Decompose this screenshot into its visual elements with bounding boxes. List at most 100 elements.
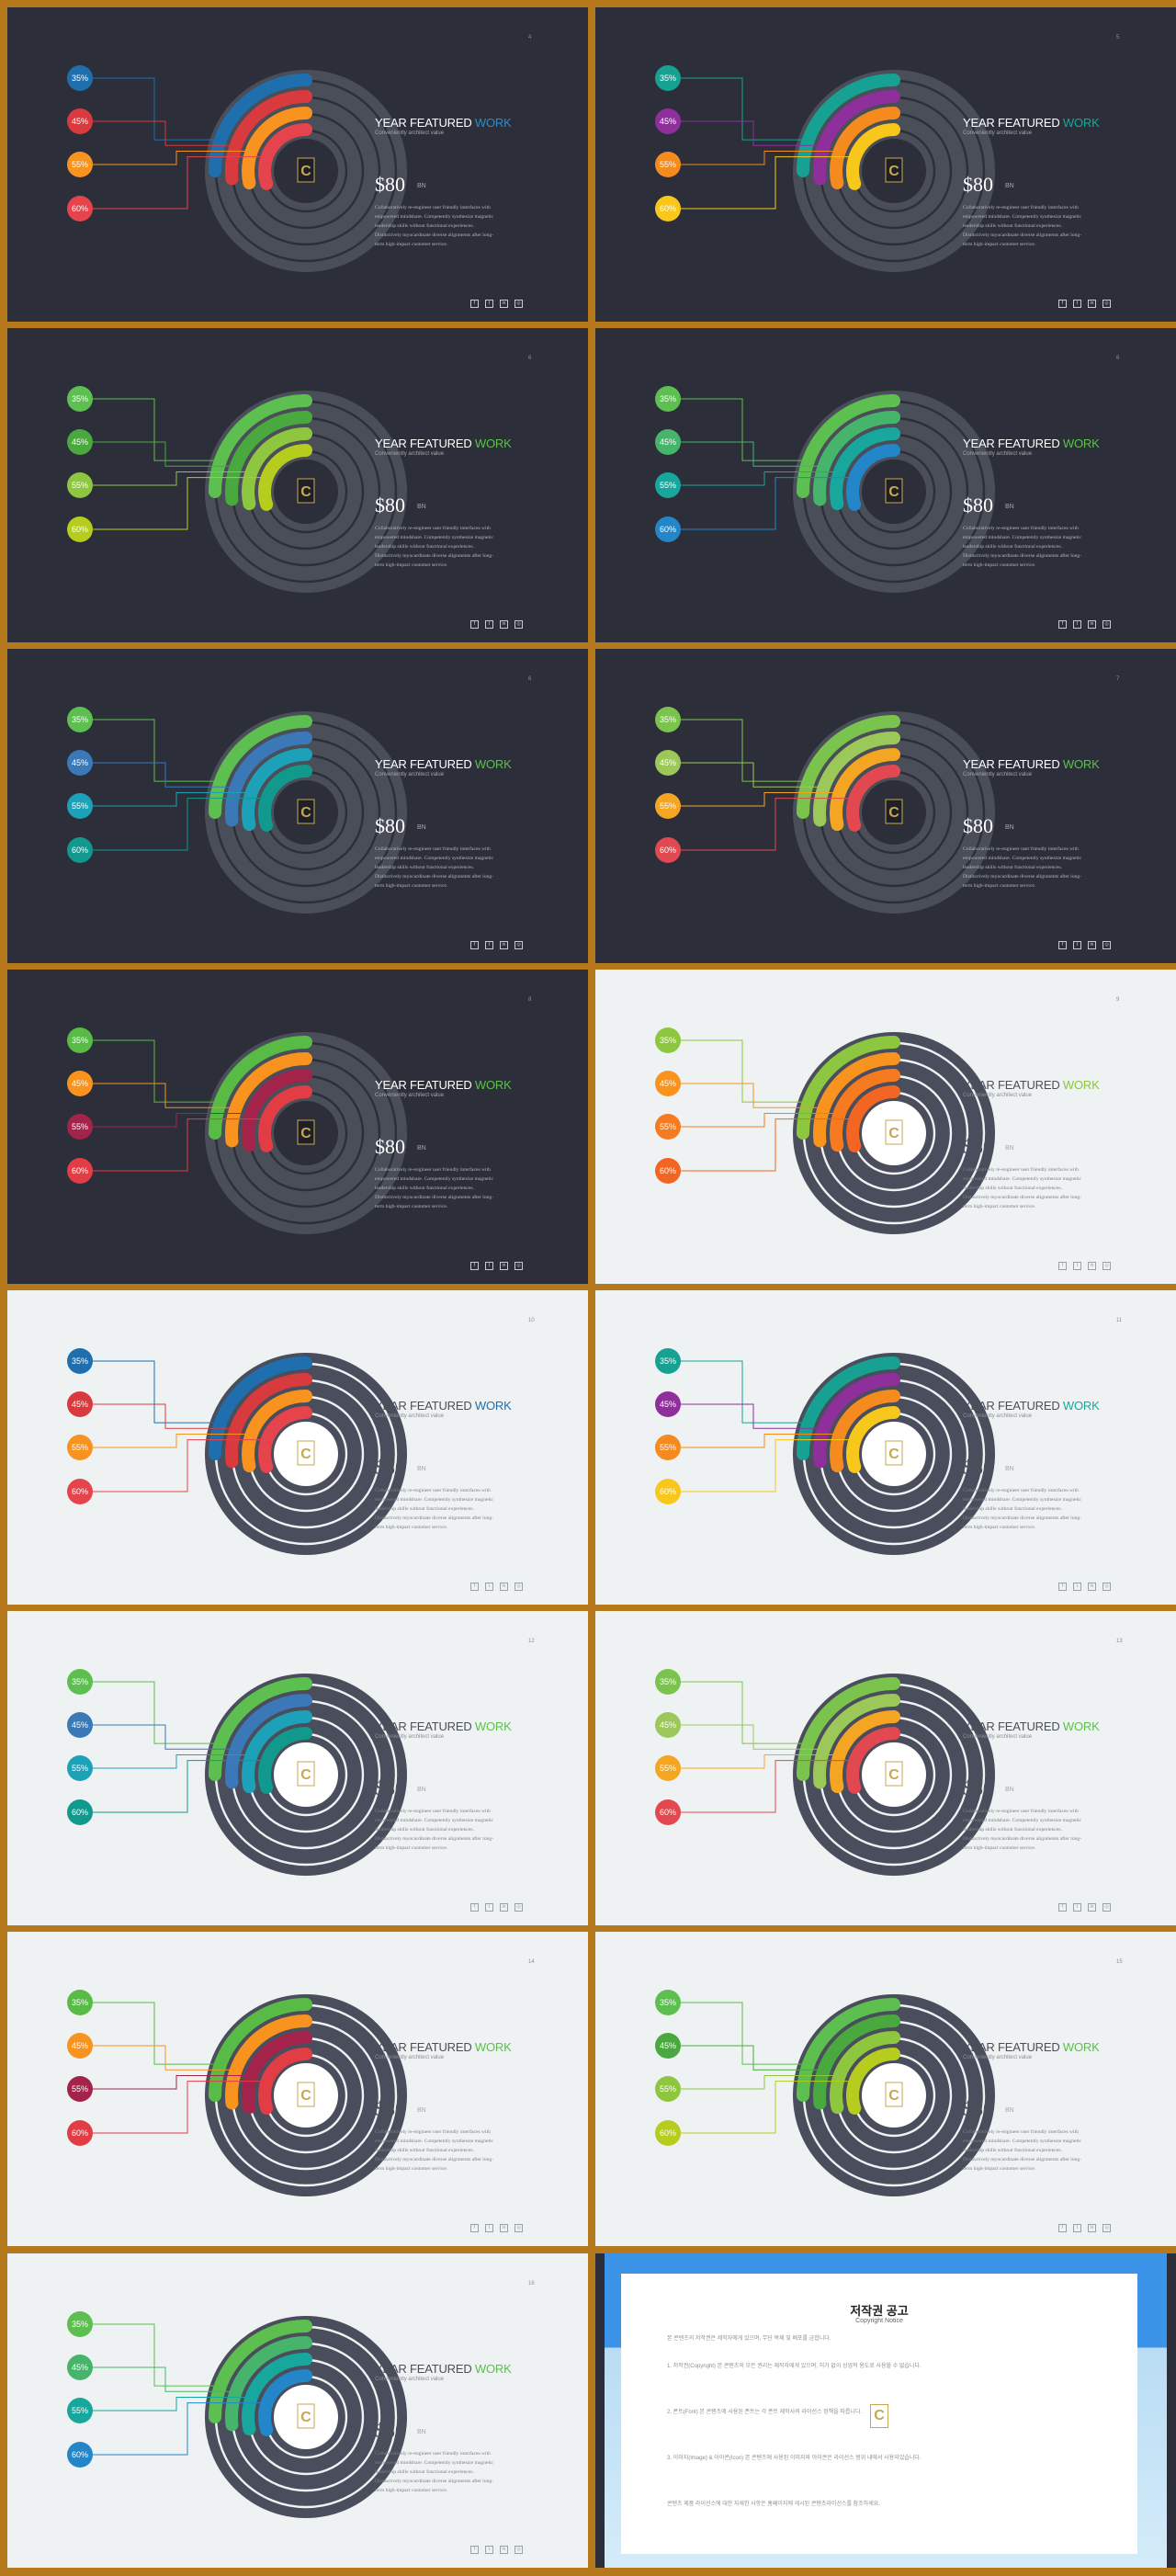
facebook-icon[interactable]: f [1058, 1262, 1067, 1270]
facebook-icon[interactable]: f [470, 941, 479, 949]
twitter-icon[interactable]: t [485, 941, 493, 949]
facebook-icon[interactable]: f [1058, 1903, 1067, 1912]
value-badge[interactable] [655, 1158, 681, 1184]
value-badge[interactable] [655, 750, 681, 776]
linkedin-icon[interactable]: in [500, 620, 508, 629]
linkedin-icon[interactable]: in [500, 941, 508, 949]
facebook-icon[interactable]: f [470, 1262, 479, 1270]
twitter-icon[interactable]: t [1073, 2224, 1081, 2232]
linkedin-icon[interactable]: in [500, 1262, 508, 1270]
instagram-icon[interactable]: ◎ [1102, 941, 1111, 949]
instagram-icon[interactable]: ◎ [514, 300, 523, 308]
instagram-icon[interactable]: ◎ [514, 620, 523, 629]
value-badge[interactable] [655, 2033, 681, 2059]
linkedin-icon[interactable]: in [1088, 1583, 1096, 1591]
linkedin-icon[interactable]: in [1088, 1262, 1096, 1270]
value-badge[interactable] [655, 65, 681, 91]
value-badge[interactable] [67, 1027, 93, 1053]
slide[interactable]: C 35% 45% 55% 60% 13 YEAR FEATURED WORK Conveni… [595, 1611, 1176, 1925]
value-badge[interactable] [67, 1435, 93, 1460]
slide[interactable]: C 35% 45% 55% 60% 6 YEAR FEATURED WORK Convenie… [7, 328, 588, 642]
value-badge[interactable] [67, 750, 93, 776]
linkedin-icon[interactable]: in [1088, 620, 1096, 629]
value-badge[interactable] [655, 429, 681, 455]
value-badge[interactable] [67, 2120, 93, 2146]
slide[interactable]: C 35% 45% 55% 60% 10 YEAR FEATURED WORK Conveni… [7, 1290, 588, 1605]
value-badge[interactable] [67, 1712, 93, 1738]
linkedin-icon[interactable]: in [500, 2546, 508, 2554]
slide[interactable]: C 35% 45% 55% 60% 8 YEAR FEATURED WORK Convenie… [7, 970, 588, 1284]
slide[interactable]: C 35% 45% 55% 60% 11 YEAR FEATURED WORK Conveni… [595, 1290, 1176, 1605]
value-badge[interactable] [67, 1348, 93, 1374]
instagram-icon[interactable]: ◎ [1102, 2224, 1111, 2232]
value-badge[interactable] [655, 196, 681, 221]
value-badge[interactable] [67, 1158, 93, 1184]
value-badge[interactable] [655, 2120, 681, 2146]
twitter-icon[interactable]: t [1073, 1262, 1081, 1270]
value-badge[interactable] [655, 152, 681, 177]
instagram-icon[interactable]: ◎ [1102, 1903, 1111, 1912]
linkedin-icon[interactable]: in [500, 1903, 508, 1912]
value-badge[interactable] [67, 1799, 93, 1825]
value-badge[interactable] [67, 1114, 93, 1140]
value-badge[interactable] [67, 793, 93, 819]
instagram-icon[interactable]: ◎ [514, 1583, 523, 1591]
twitter-icon[interactable]: t [1073, 941, 1081, 949]
twitter-icon[interactable]: t [485, 2224, 493, 2232]
linkedin-icon[interactable]: in [1088, 1903, 1096, 1912]
value-badge[interactable] [67, 1669, 93, 1695]
slide[interactable]: C 35% 45% 55% 60% 14 YEAR FEATURED WORK Conveni… [7, 1932, 588, 2246]
value-badge[interactable] [67, 65, 93, 91]
slide[interactable]: C 35% 45% 55% 60% 6 YEAR FEATURED WORK Convenie… [7, 649, 588, 963]
twitter-icon[interactable]: t [1073, 1903, 1081, 1912]
value-badge[interactable] [67, 1071, 93, 1096]
slide[interactable]: C 35% 45% 55% 60% 4 YEAR FEATURED WORK Convenie… [7, 7, 588, 322]
copyright-slide[interactable]: 저작권 공고 Copyright Notice 본 콘텐츠의 저작권은 제작자에… [595, 2253, 1176, 2568]
twitter-icon[interactable]: t [485, 620, 493, 629]
slide[interactable]: C 35% 45% 55% 60% 7 YEAR FEATURED WORK Convenie… [595, 649, 1176, 963]
value-badge[interactable] [655, 1071, 681, 1096]
instagram-icon[interactable]: ◎ [514, 1903, 523, 1912]
twitter-icon[interactable]: t [1073, 1583, 1081, 1591]
slide[interactable]: C 35% 45% 55% 60% 9 YEAR FEATURED WORK Convenie… [595, 970, 1176, 1284]
facebook-icon[interactable]: f [470, 1903, 479, 1912]
value-badge[interactable] [655, 707, 681, 732]
value-badge[interactable] [67, 707, 93, 732]
value-badge[interactable] [67, 2442, 93, 2468]
value-badge[interactable] [67, 1479, 93, 1504]
instagram-icon[interactable]: ◎ [1102, 1262, 1111, 1270]
linkedin-icon[interactable]: in [500, 2224, 508, 2232]
value-badge[interactable] [67, 1990, 93, 2015]
value-badge[interactable] [67, 2033, 93, 2059]
facebook-icon[interactable]: f [1058, 2224, 1067, 2232]
instagram-icon[interactable]: ◎ [514, 941, 523, 949]
slide[interactable]: C 35% 45% 55% 60% 16 YEAR FEATURED WORK Conveni… [7, 2253, 588, 2568]
value-badge[interactable] [67, 1391, 93, 1417]
value-badge[interactable] [655, 837, 681, 863]
value-badge[interactable] [67, 429, 93, 455]
value-badge[interactable] [67, 108, 93, 134]
slide[interactable]: C 35% 45% 55% 60% 5 YEAR FEATURED WORK Convenie… [595, 7, 1176, 322]
value-badge[interactable] [655, 472, 681, 498]
value-badge[interactable] [67, 386, 93, 412]
value-badge[interactable] [67, 196, 93, 221]
instagram-icon[interactable]: ◎ [514, 1262, 523, 1270]
value-badge[interactable] [655, 1755, 681, 1781]
twitter-icon[interactable]: t [485, 1583, 493, 1591]
twitter-icon[interactable]: t [1073, 620, 1081, 629]
value-badge[interactable] [655, 516, 681, 542]
value-badge[interactable] [67, 2398, 93, 2423]
value-badge[interactable] [655, 1479, 681, 1504]
slide[interactable]: C 35% 45% 55% 60% 12 YEAR FEATURED WORK Conveni… [7, 1611, 588, 1925]
twitter-icon[interactable]: t [485, 1262, 493, 1270]
value-badge[interactable] [655, 108, 681, 134]
slide[interactable]: C 35% 45% 55% 60% 6 YEAR FEATURED WORK Convenie… [595, 328, 1176, 642]
slide[interactable]: C 35% 45% 55% 60% 15 YEAR FEATURED WORK Conveni… [595, 1932, 1176, 2246]
facebook-icon[interactable]: f [470, 1583, 479, 1591]
value-badge[interactable] [67, 2355, 93, 2380]
facebook-icon[interactable]: f [470, 300, 479, 308]
value-badge[interactable] [67, 1755, 93, 1781]
value-badge[interactable] [655, 1027, 681, 1053]
facebook-icon[interactable]: f [470, 2546, 479, 2554]
linkedin-icon[interactable]: in [500, 1583, 508, 1591]
